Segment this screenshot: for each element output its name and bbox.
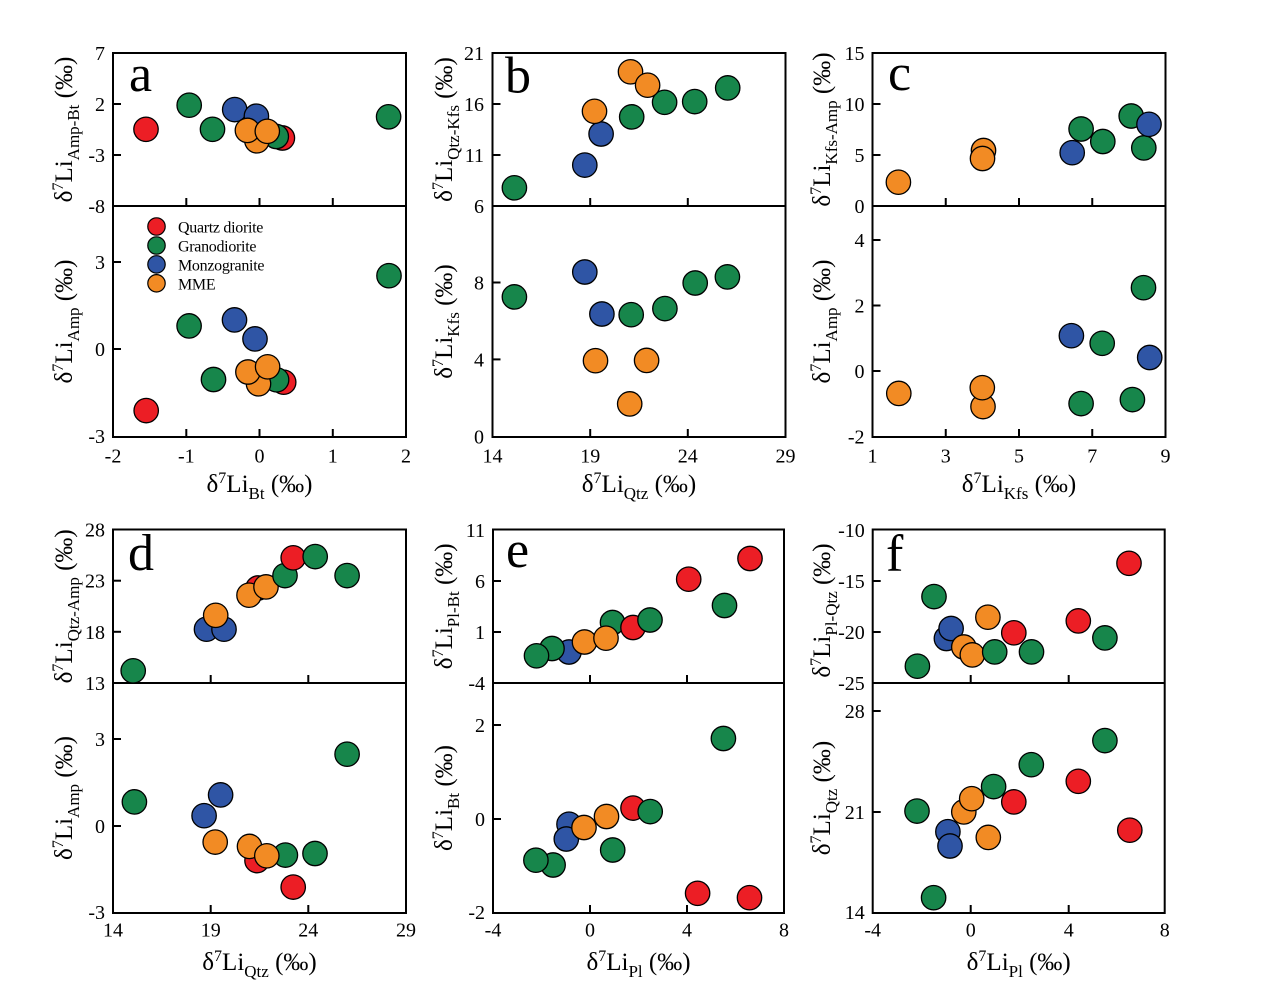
svg-text:3: 3 <box>95 729 105 751</box>
svg-text:21: 21 <box>464 43 484 65</box>
svg-text:21: 21 <box>845 802 865 824</box>
svg-text:-4: -4 <box>468 673 485 695</box>
svg-text:28: 28 <box>85 520 105 542</box>
svg-text:b: b <box>505 48 531 105</box>
svg-text:MME: MME <box>178 276 215 293</box>
svg-text:a: a <box>129 46 152 103</box>
svg-text:0: 0 <box>585 920 595 942</box>
svg-text:28: 28 <box>845 701 865 723</box>
svg-text:0: 0 <box>855 196 865 218</box>
svg-text:0: 0 <box>95 816 105 838</box>
svg-text:4: 4 <box>855 230 865 252</box>
svg-text:-15: -15 <box>838 571 865 593</box>
svg-text:19: 19 <box>580 446 600 468</box>
svg-text:24: 24 <box>678 446 698 468</box>
svg-text:δ7LiKfs (‰): δ7LiKfs (‰) <box>430 264 463 378</box>
svg-text:-2: -2 <box>468 902 485 924</box>
svg-text:3: 3 <box>95 252 105 274</box>
svg-text:-3: -3 <box>88 426 105 448</box>
svg-text:19: 19 <box>201 920 221 942</box>
svg-text:Quartz diorite: Quartz diorite <box>178 220 263 237</box>
svg-text:5: 5 <box>1014 446 1024 468</box>
svg-text:29: 29 <box>776 446 796 468</box>
svg-text:15: 15 <box>845 43 865 65</box>
svg-text:7: 7 <box>95 43 105 65</box>
svg-text:-2: -2 <box>105 446 122 468</box>
svg-text:4: 4 <box>682 920 692 942</box>
svg-text:c: c <box>888 45 911 102</box>
svg-text:2: 2 <box>475 715 485 737</box>
svg-text:4: 4 <box>1064 920 1074 942</box>
svg-text:7: 7 <box>1087 446 1097 468</box>
svg-text:-4: -4 <box>485 920 502 942</box>
svg-text:δ7LiQtz (‰): δ7LiQtz (‰) <box>202 948 316 981</box>
svg-text:0: 0 <box>474 426 484 448</box>
svg-text:10: 10 <box>845 94 865 116</box>
svg-text:0: 0 <box>95 339 105 361</box>
svg-text:11: 11 <box>466 520 485 542</box>
svg-text:0: 0 <box>855 361 865 383</box>
svg-text:2: 2 <box>95 94 105 116</box>
svg-text:-3: -3 <box>88 145 105 167</box>
svg-text:14: 14 <box>483 446 503 468</box>
svg-text:-4: -4 <box>864 920 881 942</box>
svg-text:0: 0 <box>255 446 265 468</box>
svg-text:29: 29 <box>396 920 416 942</box>
svg-text:16: 16 <box>464 94 484 116</box>
svg-text:4: 4 <box>474 349 484 371</box>
svg-text:-20: -20 <box>838 622 865 644</box>
svg-text:f: f <box>886 526 904 583</box>
svg-text:-2: -2 <box>848 427 865 449</box>
svg-text:24: 24 <box>298 920 318 942</box>
svg-text:5: 5 <box>855 145 865 167</box>
svg-text:-10: -10 <box>838 520 865 542</box>
svg-text:13: 13 <box>85 673 105 695</box>
svg-text:e: e <box>506 522 529 579</box>
svg-text:8: 8 <box>474 273 484 295</box>
svg-text:-25: -25 <box>838 673 865 695</box>
svg-text:0: 0 <box>966 920 976 942</box>
svg-text:18: 18 <box>85 622 105 644</box>
svg-text:14: 14 <box>845 902 865 924</box>
svg-text:δ7LiAmp (‰): δ7LiAmp (‰) <box>50 736 83 860</box>
svg-text:11: 11 <box>465 145 484 167</box>
svg-text:23: 23 <box>85 571 105 593</box>
svg-text:8: 8 <box>779 920 789 942</box>
svg-text:8: 8 <box>1160 920 1170 942</box>
svg-text:2: 2 <box>401 446 411 468</box>
svg-text:3: 3 <box>941 446 951 468</box>
svg-text:14: 14 <box>103 920 123 942</box>
svg-text:-3: -3 <box>88 902 105 924</box>
svg-text:Monzogranite: Monzogranite <box>178 257 264 274</box>
svg-text:6: 6 <box>474 196 484 218</box>
svg-text:d: d <box>128 525 154 582</box>
svg-text:δ7LiAmp (‰): δ7LiAmp (‰) <box>808 260 841 384</box>
svg-text:1: 1 <box>328 446 338 468</box>
svg-text:6: 6 <box>475 571 485 593</box>
svg-text:1: 1 <box>475 622 485 644</box>
svg-text:9: 9 <box>1161 446 1171 468</box>
svg-text:Granodiorite: Granodiorite <box>178 239 256 256</box>
svg-text:δ7LiAmp-Bt (‰): δ7LiAmp-Bt (‰) <box>50 57 83 203</box>
svg-text:1: 1 <box>868 446 878 468</box>
svg-text:-8: -8 <box>88 196 105 218</box>
svg-text:δ7LiPl-Qtz (‰): δ7LiPl-Qtz (‰) <box>808 543 841 677</box>
svg-text:δ7LiAmp (‰): δ7LiAmp (‰) <box>50 260 83 384</box>
svg-text:0: 0 <box>475 809 485 831</box>
svg-text:2: 2 <box>855 296 865 318</box>
svg-text:-1: -1 <box>178 446 195 468</box>
